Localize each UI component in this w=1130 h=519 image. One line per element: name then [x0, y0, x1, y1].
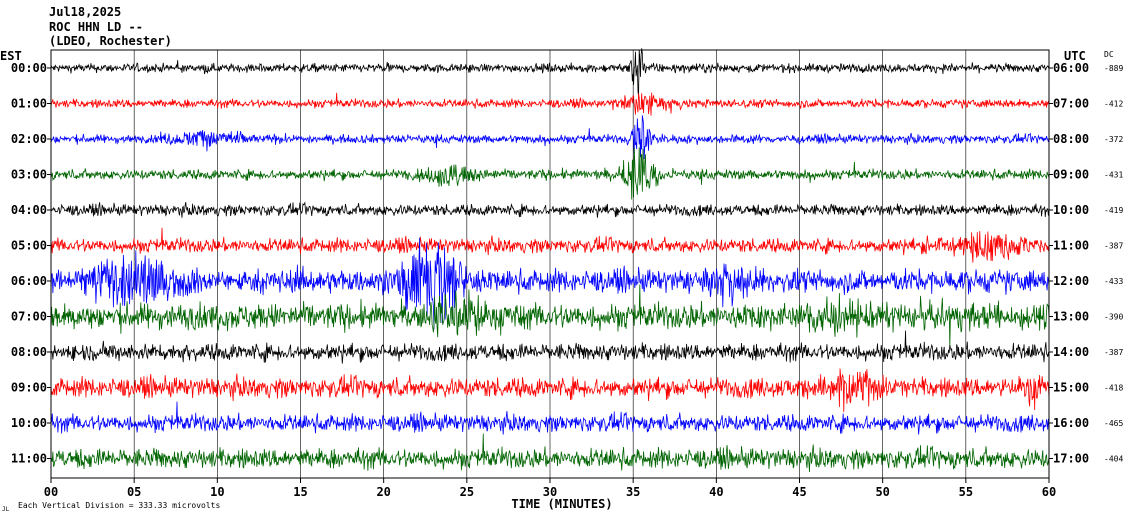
dc-offset-label: -404 — [1104, 455, 1123, 464]
utc-hour-label: 10:00 — [1053, 203, 1089, 217]
dc-offset-label: -387 — [1104, 242, 1123, 251]
est-hour-label: 04:00 — [11, 203, 47, 217]
dc-offset-label: -412 — [1104, 100, 1123, 109]
utc-hour-label: 15:00 — [1053, 381, 1089, 395]
utc-hour-label: 11:00 — [1053, 239, 1089, 253]
header-date: Jul18,2025 — [49, 5, 121, 19]
trace-08:00 — [50, 330, 1050, 364]
x-tick-label: 15 — [293, 485, 307, 499]
x-tick-label: 20 — [376, 485, 390, 499]
dc-offset-label: -372 — [1104, 135, 1123, 144]
trace-00:00 — [50, 48, 1050, 97]
header-station: ROC HHN LD -- — [49, 20, 143, 34]
est-hour-label: 03:00 — [11, 168, 47, 182]
utc-hour-label: 17:00 — [1053, 452, 1089, 466]
corner-mark: JL — [2, 506, 10, 513]
x-axis-title: TIME (MINUTES) — [511, 497, 612, 511]
trace-02:00 — [50, 115, 1050, 160]
dc-offset-label: -390 — [1104, 313, 1123, 322]
scale-note: Each Vertical Division = 333.33 microvol… — [18, 501, 220, 510]
dc-offset-label: -431 — [1104, 171, 1123, 180]
x-tick-label: 60 — [1042, 485, 1056, 499]
x-tick-label: 50 — [875, 485, 889, 499]
est-hour-label: 01:00 — [11, 97, 47, 111]
x-tick-label: 00 — [44, 485, 58, 499]
dc-offset-label: -418 — [1104, 384, 1123, 393]
x-tick-label: 35 — [626, 485, 640, 499]
axis-labels: 00 05 10 15 20 25 30 35 40 45 50 55 60 00:00 06:00 -889… — [11, 61, 1124, 499]
right-axis-title: UTC — [1064, 49, 1086, 63]
trace-04:00 — [50, 201, 1050, 218]
x-tick-label: 40 — [709, 485, 723, 499]
est-hour-label: 06:00 — [11, 274, 47, 288]
left-axis-title: EST — [0, 49, 22, 63]
utc-hour-label: 09:00 — [1053, 168, 1089, 182]
est-hour-label: 00:00 — [11, 61, 47, 75]
x-tick-label: 30 — [543, 485, 557, 499]
dc-offset-label: -889 — [1104, 64, 1123, 73]
dc-offset-label: -465 — [1104, 419, 1123, 428]
trace-10:00 — [50, 401, 1050, 435]
trace-05:00 — [50, 227, 1050, 263]
grid-lines — [47, 50, 1053, 483]
trace-03:00 — [50, 147, 1050, 200]
est-hour-label: 09:00 — [11, 381, 47, 395]
x-tick-label: 05 — [127, 485, 141, 499]
utc-hour-label: 13:00 — [1053, 310, 1089, 324]
utc-hour-label: 06:00 — [1053, 61, 1089, 75]
plot-frame — [50, 49, 1050, 479]
utc-hour-label: 08:00 — [1053, 132, 1089, 146]
est-hour-label: 10:00 — [11, 416, 47, 430]
est-hour-label: 11:00 — [11, 452, 47, 466]
utc-hour-label: 16:00 — [1053, 416, 1089, 430]
header-network: (LDEO, Rochester) — [49, 34, 172, 48]
x-tick-label: 55 — [959, 485, 973, 499]
trace-06:00 — [50, 237, 1050, 330]
dc-offset-label: -419 — [1104, 206, 1123, 215]
trace-01:00 — [50, 92, 1050, 116]
trace-09:00 — [50, 368, 1050, 413]
est-hour-label: 07:00 — [11, 310, 47, 324]
x-tick-label: 45 — [792, 485, 806, 499]
x-tick-label: 10 — [210, 485, 224, 499]
utc-hour-label: 12:00 — [1053, 274, 1089, 288]
dc-column-title: DC — [1104, 50, 1114, 59]
trace-11:00 — [50, 433, 1050, 472]
x-tick-label: 25 — [460, 485, 474, 499]
dc-offset-label: -387 — [1104, 348, 1123, 357]
utc-hour-label: 07:00 — [1053, 97, 1089, 111]
est-hour-label: 05:00 — [11, 239, 47, 253]
est-hour-label: 02:00 — [11, 132, 47, 146]
est-hour-label: 08:00 — [11, 345, 47, 359]
dc-offset-label: -433 — [1104, 277, 1123, 286]
seismic-traces — [50, 48, 1050, 472]
trace-07:00 — [50, 284, 1050, 348]
utc-hour-label: 14:00 — [1053, 345, 1089, 359]
